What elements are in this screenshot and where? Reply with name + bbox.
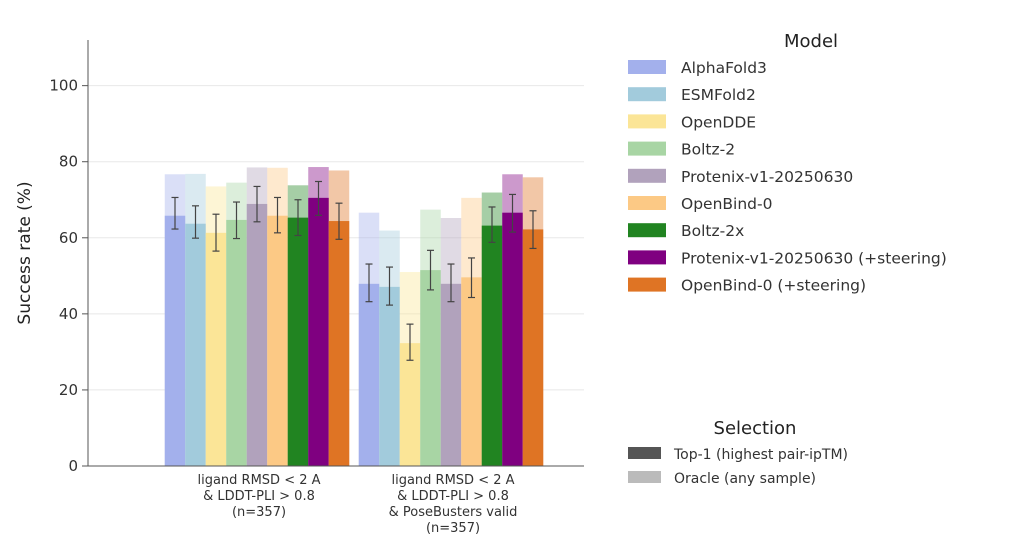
top1-bar [440, 283, 462, 466]
y-tick-label: 40 [59, 305, 78, 323]
x-category-label: & PoseBusters valid [389, 505, 518, 520]
top1-bar [267, 215, 288, 466]
legend-label: AlphaFold3 [681, 59, 767, 77]
y-tick-label: 20 [59, 381, 78, 399]
y-tick-label: 100 [49, 77, 78, 95]
legend-label: OpenBind-0 [681, 195, 772, 213]
top1-bar [420, 270, 441, 466]
legend-swatch [628, 114, 666, 129]
top1-bar [205, 232, 227, 466]
legend-swatch [628, 223, 666, 238]
legend-swatch [628, 471, 661, 483]
legend-label: Protenix-v1-20250630 [681, 168, 853, 186]
legend-label: Oracle (any sample) [674, 471, 816, 487]
bars [164, 167, 544, 467]
y-tick-label: 0 [68, 457, 78, 475]
top1-bar [502, 212, 523, 466]
x-category-label: (n=357) [426, 521, 480, 536]
top1-bar [358, 283, 380, 466]
top1-bar [461, 277, 482, 466]
legend-selection-title: Selection [714, 418, 797, 439]
top1-bar [328, 221, 350, 466]
legend-swatch [628, 60, 666, 74]
top1-bar [226, 219, 247, 466]
legends: Model AlphaFold3 ESMFold2 OpenDDE Boltz-2 Pro… [628, 31, 947, 487]
top1-bar [164, 215, 186, 466]
top1-bar [308, 197, 329, 467]
legend-swatch [628, 141, 666, 156]
y-tick-label: 60 [59, 229, 78, 247]
x-category-label: (n=357) [232, 505, 286, 520]
legend-swatch [628, 277, 666, 292]
legend-label: Top-1 (highest pair-ipTM) [673, 447, 848, 463]
legend-label: OpenDDE [681, 113, 756, 131]
top1-bar [379, 286, 400, 466]
y-tick-label: 80 [59, 153, 78, 171]
legend-swatch [628, 87, 666, 102]
legend-label: Protenix-v1-20250630 (+steering) [681, 249, 947, 267]
legend-label: Boltz-2 [681, 141, 735, 159]
legend-swatch [628, 196, 666, 210]
legend-model-title: Model [784, 31, 838, 52]
top1-bar [399, 343, 421, 466]
x-category-label: & LDDT-PLI > 0.8 [203, 489, 315, 504]
x-category-label: ligand RMSD < 2 A [391, 473, 514, 488]
top1-bar [287, 217, 309, 466]
top1-bar [185, 223, 206, 466]
x-category-label: & LDDT-PLI > 0.8 [397, 489, 509, 504]
y-axis-title: Success rate (%) [15, 181, 35, 324]
top1-bar [481, 225, 503, 466]
top1-bar [522, 229, 544, 466]
legend-label: Boltz-2x [681, 222, 744, 240]
legend-swatch [628, 447, 661, 459]
x-category-label: ligand RMSD < 2 A [197, 473, 320, 488]
legend-label: ESMFold2 [681, 86, 756, 104]
legend-label: OpenBind-0 (+steering) [681, 277, 866, 295]
legend-swatch [628, 250, 666, 265]
legend-swatch [628, 168, 666, 183]
top1-bar [246, 203, 268, 466]
